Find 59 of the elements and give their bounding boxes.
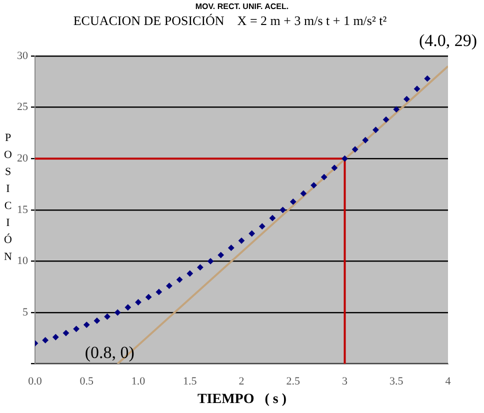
point bbox=[393, 106, 400, 113]
point bbox=[83, 322, 90, 328]
point bbox=[414, 86, 420, 92]
point bbox=[258, 223, 266, 230]
x-tick-label: 0.5 bbox=[80, 375, 94, 388]
x-tick-label: 2 bbox=[238, 375, 244, 388]
point bbox=[124, 304, 132, 311]
point bbox=[352, 146, 358, 153]
x-tick-label: 1.0 bbox=[131, 375, 146, 388]
point bbox=[156, 288, 162, 296]
point bbox=[362, 136, 369, 144]
x-tick-label: 3.5 bbox=[390, 375, 404, 388]
point bbox=[176, 276, 183, 283]
point bbox=[290, 198, 296, 205]
point bbox=[114, 309, 121, 316]
chart-subtitle: MOV. RECT. UNIF. ACEL. bbox=[194, 2, 290, 11]
y-tick-label: 30 bbox=[17, 50, 28, 62]
point bbox=[218, 252, 224, 258]
x-axis-title: TIEMPO ( s ) bbox=[196, 392, 288, 408]
point bbox=[73, 326, 80, 332]
point bbox=[238, 237, 245, 244]
y-tick-label: 10 bbox=[17, 255, 28, 268]
point bbox=[404, 96, 410, 102]
point bbox=[207, 258, 214, 264]
point bbox=[372, 126, 379, 134]
point bbox=[228, 244, 234, 252]
point bbox=[145, 294, 152, 300]
point bbox=[62, 330, 70, 336]
y-tick-label: 25 bbox=[17, 101, 28, 114]
point bbox=[331, 164, 338, 172]
point bbox=[342, 155, 348, 162]
x-tick-label: 3 bbox=[342, 375, 348, 388]
x-tick-label: 0.0 bbox=[28, 375, 42, 388]
point bbox=[104, 313, 110, 320]
point bbox=[186, 270, 194, 277]
y-tick-label: 5 bbox=[22, 306, 28, 318]
y-tick-label: 20 bbox=[17, 152, 28, 164]
point bbox=[424, 75, 431, 82]
point bbox=[320, 174, 328, 180]
point bbox=[94, 318, 100, 324]
x-tick-label: 2.5 bbox=[286, 375, 300, 388]
point bbox=[197, 264, 204, 271]
point bbox=[382, 116, 390, 123]
point bbox=[166, 282, 172, 290]
annotation: (0.8, 0) bbox=[84, 342, 134, 362]
point bbox=[52, 334, 59, 340]
annotation: (4.0, 29) bbox=[418, 30, 478, 50]
y-axis-title: POSICIÓN bbox=[3, 131, 13, 265]
x-tick-label: 1.5 bbox=[183, 375, 198, 388]
point bbox=[269, 214, 276, 222]
point bbox=[135, 299, 142, 306]
chart-title: ECUACION DE POSICIÓN X = 2 m + 3 m/s t + 1 m/s² t² bbox=[72, 13, 388, 29]
point bbox=[310, 182, 317, 188]
point bbox=[300, 190, 307, 197]
point bbox=[280, 206, 286, 214]
point bbox=[248, 230, 256, 237]
x-tick-label: 4 bbox=[445, 375, 452, 388]
y-tick-label: 15 bbox=[17, 204, 28, 216]
point bbox=[42, 337, 49, 344]
